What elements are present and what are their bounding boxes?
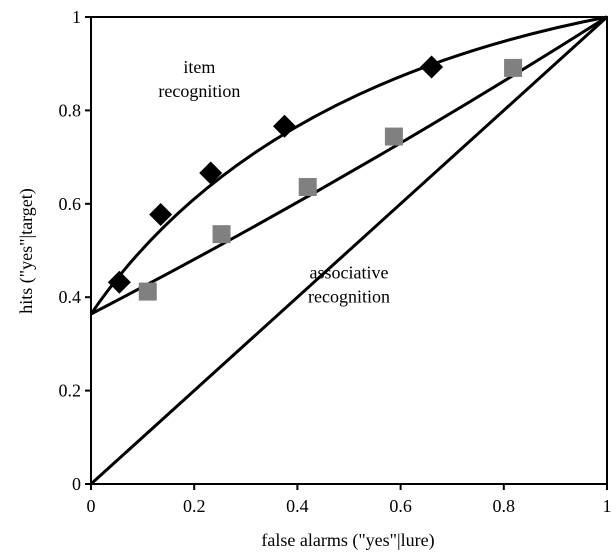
- y-axis-label: hits ("yes"|target): [16, 188, 37, 313]
- y-tick-label: 0.8: [59, 100, 82, 120]
- associative-point: [138, 282, 157, 301]
- item-annotation-line: item: [183, 57, 215, 77]
- y-tick-label: 0: [72, 474, 81, 494]
- x-tick-label: 0.2: [183, 496, 206, 516]
- plot-area: [90, 16, 608, 485]
- x-tick-label: 0.6: [389, 496, 412, 516]
- item-point: [149, 203, 173, 227]
- associative-annotation: associative recognition: [308, 263, 390, 307]
- x-axis-label: false alarms ("yes"|lure): [261, 530, 434, 551]
- associative-point: [298, 177, 317, 196]
- item-point: [107, 270, 131, 294]
- y-tick-label: 0.2: [59, 381, 82, 401]
- associative-annotation-line: associative: [310, 263, 389, 283]
- axis-ticks: 0 0.2 0.4 0.6 0.8 1 0 0.2 0.4 0.6 0.8 1: [59, 7, 612, 516]
- x-tick-label: 1: [603, 496, 612, 516]
- item-annotation-line: recognition: [158, 81, 240, 101]
- x-tick-label: 0.8: [493, 496, 516, 516]
- associative-point: [504, 58, 523, 77]
- associative-annotation-line: recognition: [308, 287, 390, 307]
- x-tick-label: 0: [87, 496, 96, 516]
- y-tick-label: 1: [72, 7, 81, 27]
- y-tick-label: 0.4: [59, 287, 82, 307]
- item-curve: [89, 15, 608, 315]
- item-point: [199, 161, 223, 185]
- item-annotation: item recognition: [158, 57, 240, 101]
- data-points: [107, 55, 523, 301]
- plot-frame: [90, 16, 608, 485]
- x-tick-label: 0.4: [286, 496, 309, 516]
- chance-diagonal: [89, 15, 609, 486]
- item-point: [273, 114, 296, 138]
- associative-curve: [90, 15, 608, 316]
- curves: [89, 15, 609, 486]
- associative-point: [212, 225, 231, 244]
- associative-point: [384, 127, 403, 146]
- y-tick-label: 0.6: [59, 194, 82, 214]
- item-point: [420, 55, 444, 79]
- annotations: item recognition associative recognition: [158, 57, 390, 306]
